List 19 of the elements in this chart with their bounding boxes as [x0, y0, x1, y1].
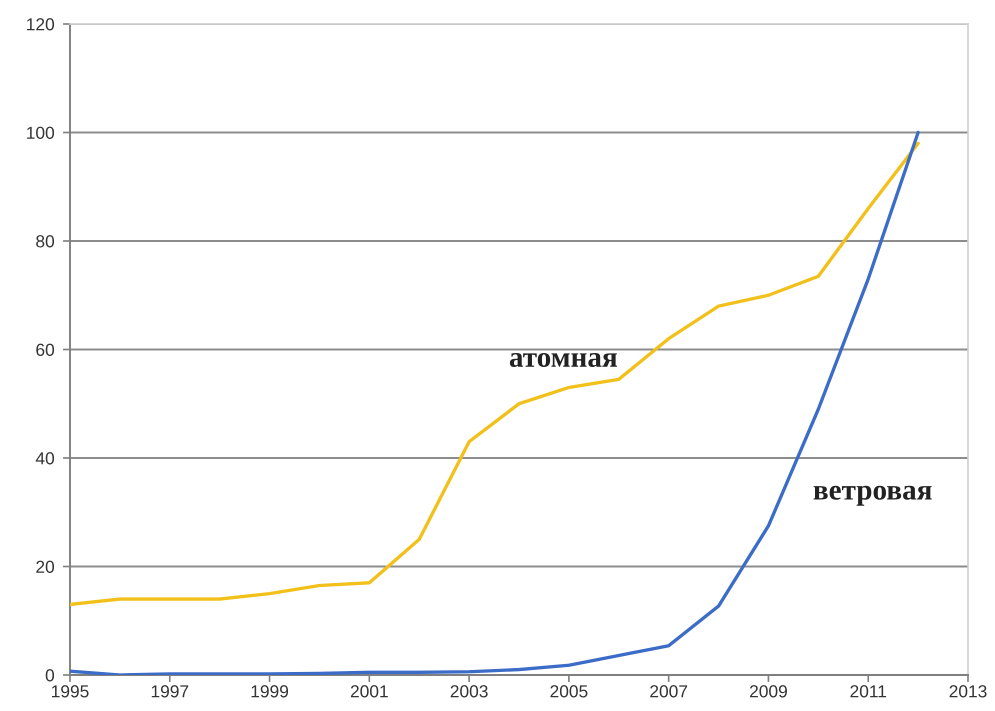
x-tick-label: 2009 — [750, 685, 787, 698]
x-tick-label: 1997 — [152, 685, 188, 698]
y-tick-label: 80 — [36, 235, 54, 248]
x-tick-label: 2007 — [650, 685, 688, 698]
series-label: ветровая — [814, 486, 932, 506]
x-tick-label: 2003 — [450, 685, 488, 698]
y-tick-label: 120 — [27, 18, 54, 30]
x-tick-label: 1999 — [252, 685, 288, 698]
y-tick-label: 60 — [36, 344, 54, 356]
x-tick-label: 1995 — [52, 685, 89, 698]
y-tick-label: 100 — [27, 126, 54, 139]
y-tick-label: 20 — [36, 560, 54, 573]
x-tick-label: 2011 — [850, 685, 886, 698]
series-label: атомная — [510, 352, 617, 367]
y-tick-label: 0 — [46, 669, 54, 682]
x-tick-label: 2001 — [350, 685, 388, 698]
x-tick-label: 2013 — [950, 685, 987, 698]
x-tick-label: 2005 — [550, 685, 588, 698]
y-tick-label: 40 — [36, 452, 54, 464]
